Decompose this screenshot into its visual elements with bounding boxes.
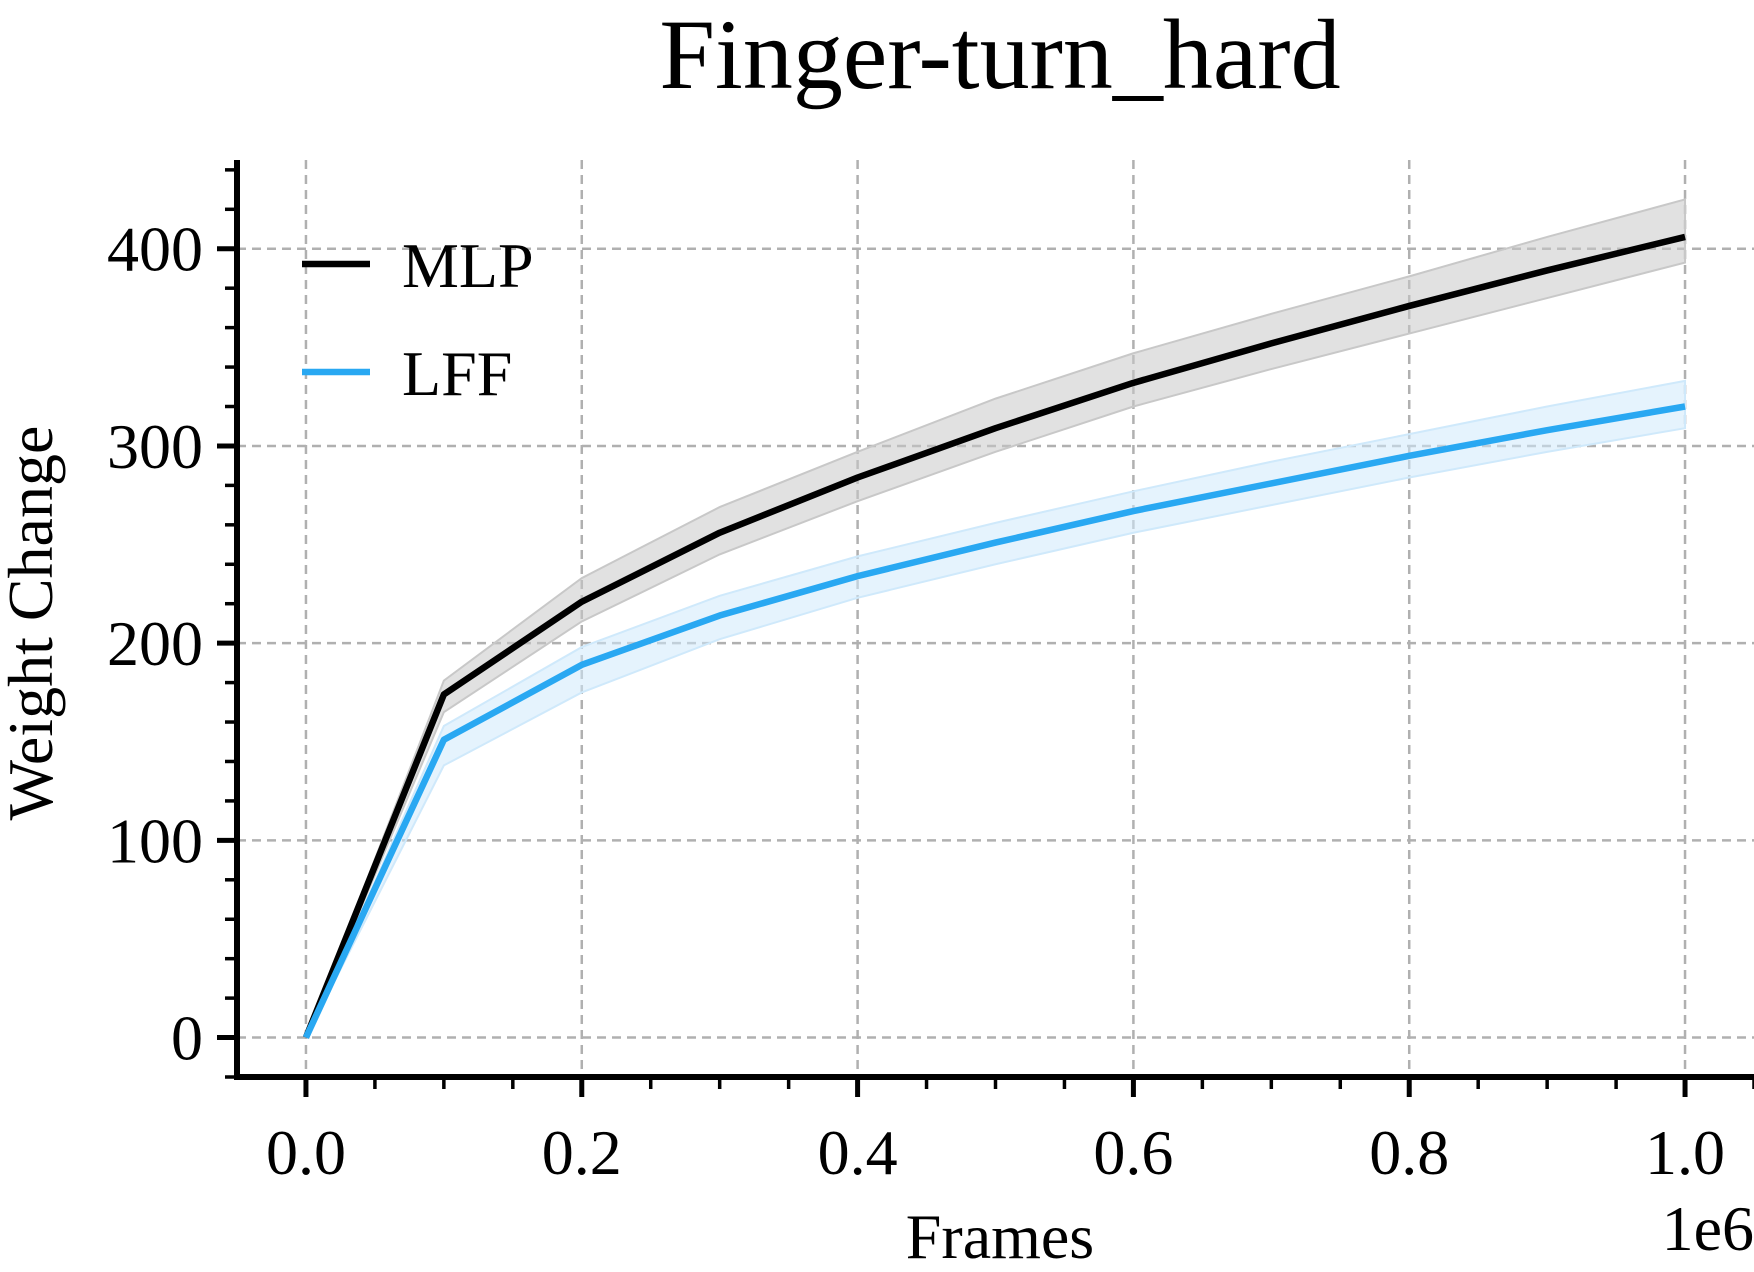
x-tick-label: 0.0 bbox=[266, 1117, 346, 1188]
x-axis-label: Frames bbox=[906, 1201, 1094, 1272]
chart-title: Finger-turn_hard bbox=[659, 0, 1340, 110]
y-tick-label: 100 bbox=[107, 805, 203, 876]
x-axis-ticks: 0.0 0.2 0.4 0.6 0.8 1.0 bbox=[266, 1077, 1754, 1188]
confidence-bands bbox=[305, 198, 1687, 1039]
line-mlp bbox=[302, 233, 1686, 1039]
x-tick-label: 1.0 bbox=[1645, 1117, 1725, 1188]
band-lff bbox=[305, 379, 1687, 1039]
legend-label-mlp: MLP bbox=[402, 230, 534, 301]
y-tick-label: 300 bbox=[107, 411, 203, 482]
legend-label-lff: LFF bbox=[402, 338, 512, 409]
band-mlp bbox=[305, 198, 1687, 1038]
line-lff bbox=[303, 403, 1686, 1039]
x-tick-label: 0.6 bbox=[1093, 1117, 1173, 1188]
y-axis-label: Weight Change bbox=[0, 426, 66, 821]
series-lines bbox=[302, 233, 1686, 1039]
x-axis-offset-label: 1e6 bbox=[1662, 1193, 1754, 1264]
x-tick-label: 0.8 bbox=[1369, 1117, 1449, 1188]
y-axis-ticks: 0 100 200 300 400 bbox=[107, 168, 237, 1079]
x-tick-label: 0.2 bbox=[542, 1117, 622, 1188]
x-tick-label: 0.4 bbox=[818, 1117, 898, 1188]
y-tick-label: 400 bbox=[107, 214, 203, 285]
y-tick-label: 0 bbox=[171, 1003, 203, 1074]
y-tick-label: 200 bbox=[107, 608, 203, 679]
legend: MLP LFF bbox=[302, 230, 534, 409]
